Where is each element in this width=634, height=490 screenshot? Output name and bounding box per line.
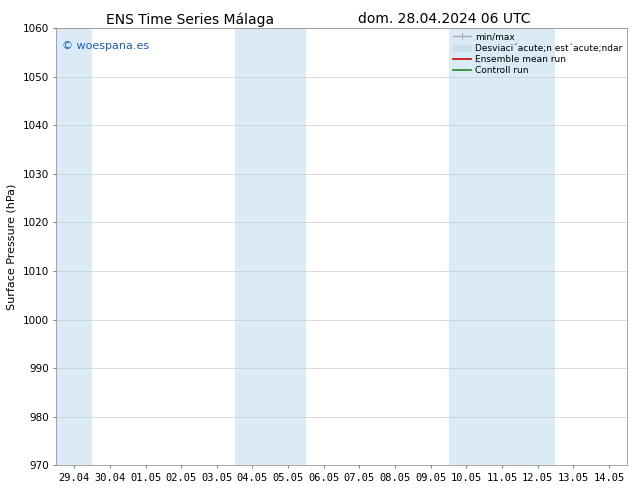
Bar (235, 28, 306, 465)
Text: © woespana.es: © woespana.es (62, 41, 149, 51)
Y-axis label: Surface Pressure (hPa): Surface Pressure (hPa) (7, 184, 17, 310)
Bar (56, 28, 92, 465)
Legend: min/max, Desviaci´acute;n est´acute;ndar, Ensemble mean run, Controll run: min/max, Desviaci´acute;n est´acute;ndar… (451, 31, 624, 77)
Text: ENS Time Series Málaga: ENS Time Series Málaga (106, 12, 275, 27)
Bar (448, 28, 555, 465)
Text: dom. 28.04.2024 06 UTC: dom. 28.04.2024 06 UTC (358, 12, 530, 26)
